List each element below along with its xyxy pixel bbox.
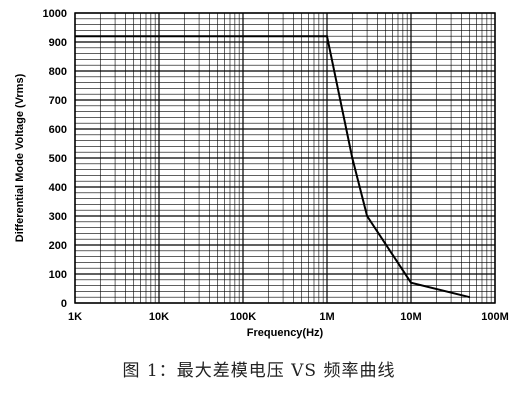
y-tick-label: 600 (49, 124, 67, 136)
x-tick-label: 10M (400, 311, 421, 323)
figure-caption: 图 1：最大差模电压 VS 频率曲线 (122, 361, 396, 381)
plot-frame (74, 12, 496, 304)
y-tick-label: 100 (49, 269, 67, 281)
y-tick-label: 400 (49, 182, 67, 194)
y-tick-label: 700 (49, 95, 67, 107)
x-axis-title: Frequency(Hz) (247, 327, 324, 339)
y-tick-label: 0 (61, 298, 67, 310)
grid-major (74, 12, 496, 304)
y-tick-label: 1000 (43, 8, 67, 20)
x-tick-label: 100M (481, 311, 509, 323)
y-tick-labels: 0 100 200 300 400 500 600 700 800 900 1000 (43, 8, 67, 310)
y-tick-label: 300 (49, 211, 67, 223)
series-line (75, 35, 470, 299)
y-tick-label: 500 (49, 153, 67, 165)
x-tick-label: 10K (149, 311, 169, 323)
x-tick-label: 100K (230, 311, 256, 323)
y-axis-title: Differential Mode Voltage (Vrms) (14, 73, 26, 242)
y-tick-label: 800 (49, 66, 67, 78)
x-tick-label: 1M (319, 311, 334, 323)
y-tick-label: 200 (49, 240, 67, 252)
y-tick-label: 900 (49, 37, 67, 49)
x-tick-label: 1K (68, 311, 82, 323)
x-tick-labels: 1K 10K 100K 1M 10M 100M (68, 311, 509, 323)
